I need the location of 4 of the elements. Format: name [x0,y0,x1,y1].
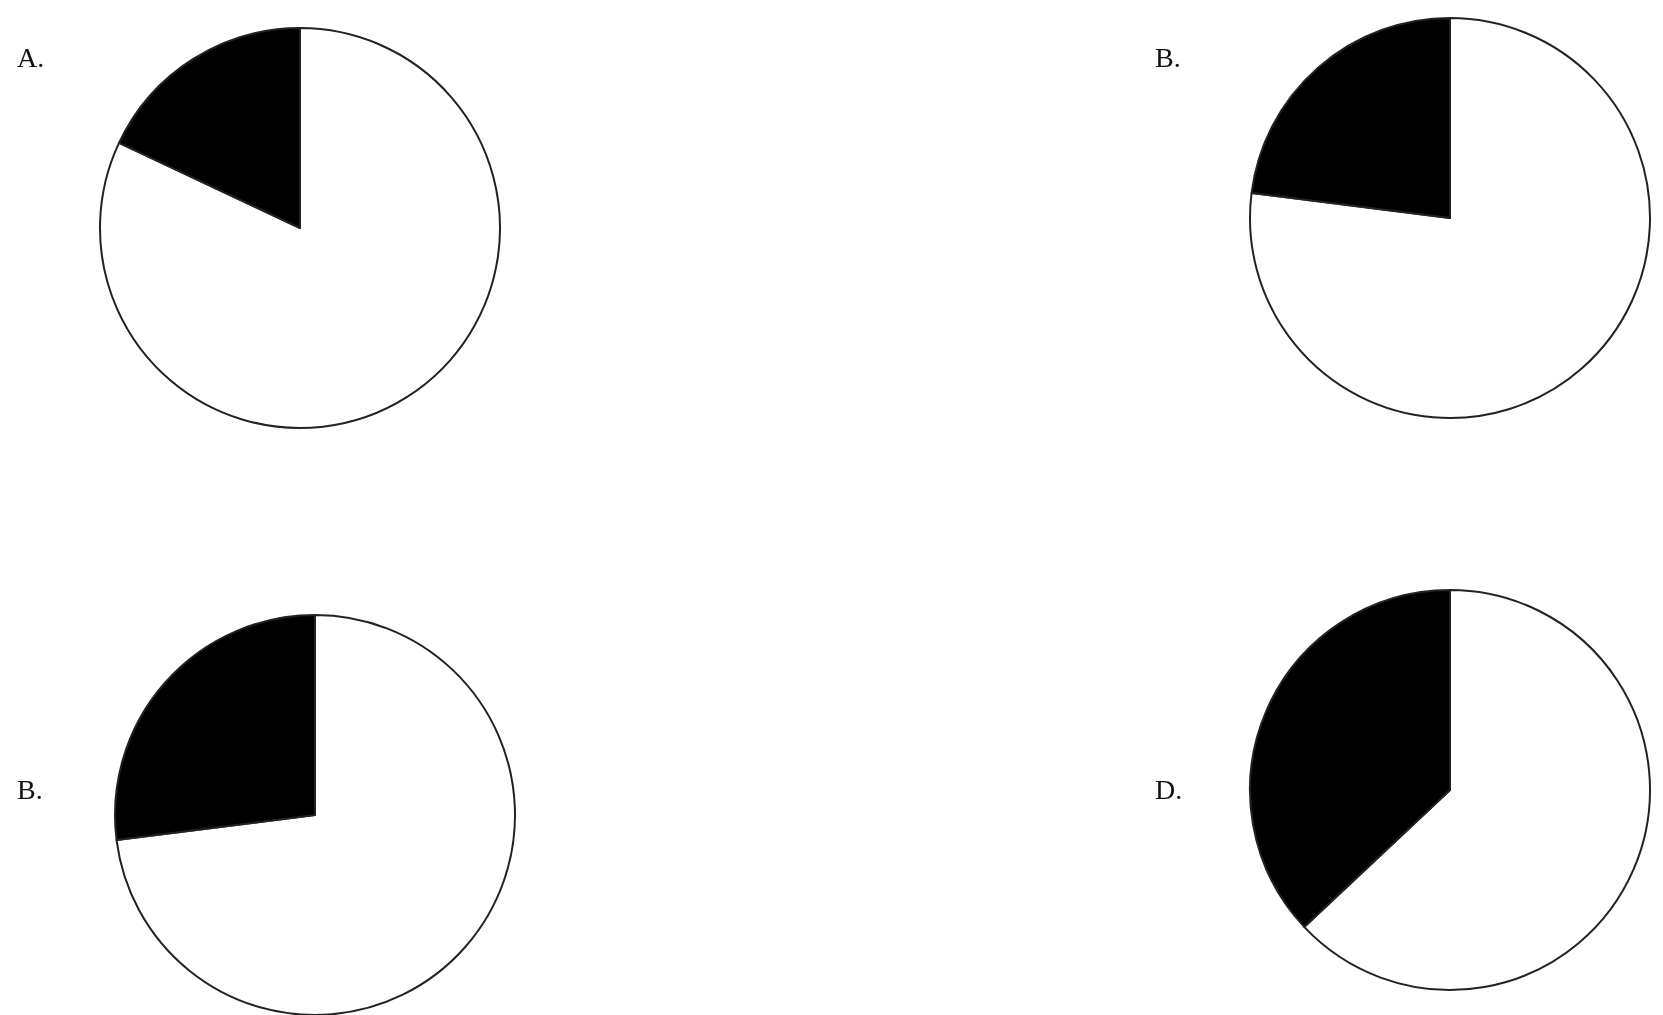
text: B. [17,773,43,805]
text: D. [1155,773,1183,805]
text: A. [17,41,45,73]
text: B. [1155,41,1181,73]
